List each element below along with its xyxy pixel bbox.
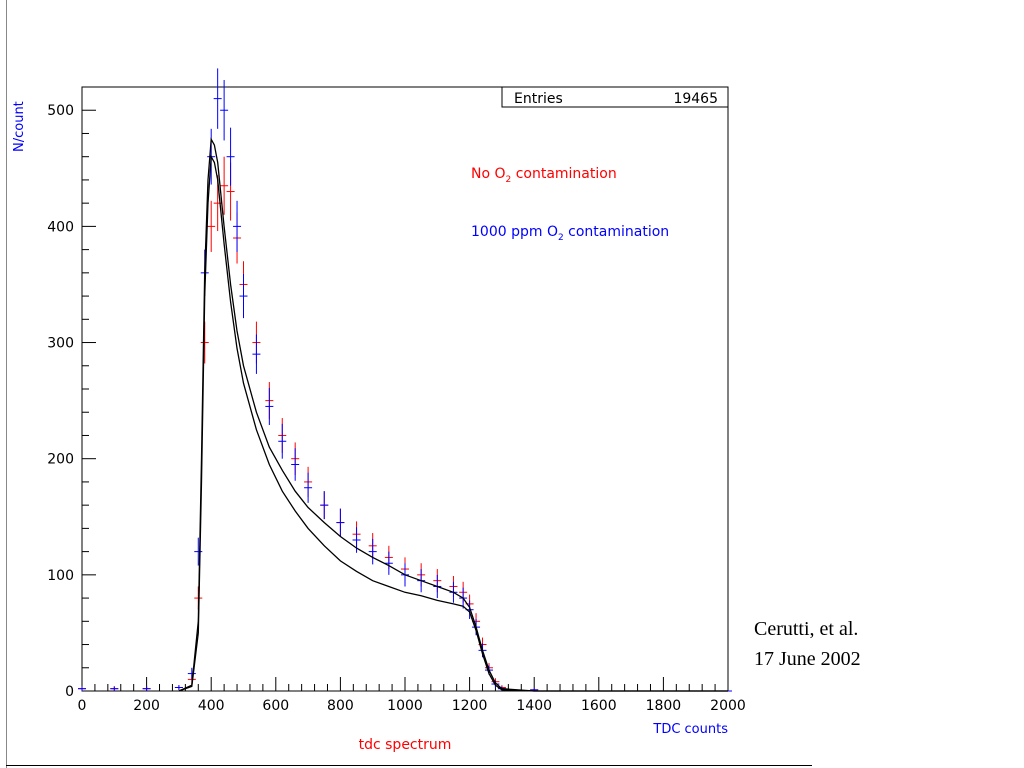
x-tick-label: 200 (133, 698, 160, 714)
legend-entry: No O2 contamination (471, 166, 617, 185)
y-tick-label: 400 (47, 219, 74, 235)
x-tick-label: 600 (262, 698, 289, 714)
x-tick-label: 1400 (516, 698, 552, 714)
x-tick-label: 1000 (387, 698, 423, 714)
legend-text-prefix: 1000 ppm O (471, 224, 558, 240)
x-tick-label: 1800 (646, 698, 682, 714)
series-line-3 (178, 154, 728, 692)
footer-label: tdc spectrum (359, 737, 452, 753)
left-border (6, 0, 7, 768)
legend-text-prefix: No O (471, 166, 506, 182)
series-1 (78, 68, 732, 692)
x-axis-label: TDC counts (652, 722, 728, 737)
plot-area (81, 86, 729, 692)
series-line-2 (178, 137, 728, 692)
x-tick-label: 1200 (452, 698, 488, 714)
stats-box-value: 19465 (673, 91, 718, 107)
bottom-border (6, 765, 812, 766)
legend-subscript: 2 (506, 175, 512, 185)
legend-entry: 1000 ppm O2 contamination (471, 224, 669, 243)
y-tick-label: 0 (65, 684, 74, 700)
y-tick-label: 500 (47, 103, 74, 119)
x-tick-label: 0 (78, 698, 87, 714)
y-tick-label: 300 (47, 336, 74, 352)
x-axis: 0 200 400 600 800 1000 1200 1400 1600 1800 2000 (78, 677, 746, 714)
caption-date: 17 June 2002 (754, 648, 861, 670)
legend-subscript: 2 (558, 233, 564, 243)
y-axis: 0 100 200 300 400 500 (47, 86, 96, 700)
legend-text-suffix: contamination (564, 224, 669, 240)
series-layer (78, 68, 732, 692)
y-tick-label: 200 (47, 452, 74, 468)
legend-text-suffix: contamination (511, 166, 616, 182)
caption-author: Cerutti, et al. (754, 618, 859, 640)
stats-box-label: Entries (514, 91, 563, 107)
y-axis-label: N/count (12, 101, 27, 152)
x-tick-label: 2000 (710, 698, 746, 714)
x-tick-label: 800 (327, 698, 354, 714)
y-tick-label: 100 (47, 568, 74, 584)
stats-box: Entries 19465 (501, 86, 729, 108)
x-tick-label: 1600 (581, 698, 617, 714)
x-tick-label: 400 (198, 698, 225, 714)
